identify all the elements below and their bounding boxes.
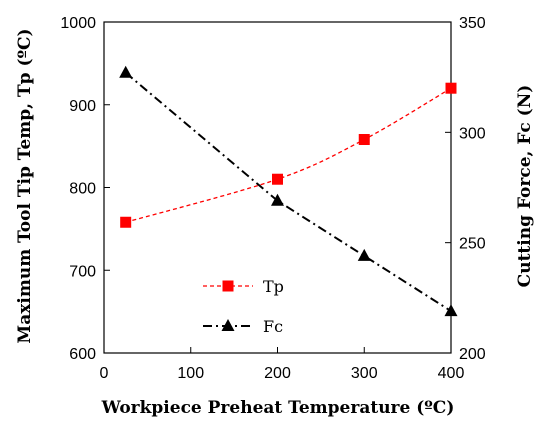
data-point-fc (357, 248, 371, 261)
data-point-tp (358, 134, 370, 146)
y-tick-label: 1000 (60, 15, 96, 32)
data-point-fc (271, 193, 284, 206)
axis-titles: Workpiece Preheat Temperature (ºC) Maxim… (15, 28, 535, 418)
y2-tick-label: 200 (459, 346, 486, 363)
legend-label: Fc (263, 317, 283, 336)
y2-tick-label: 350 (459, 15, 486, 32)
series-fc (119, 65, 458, 317)
series-tp (120, 82, 457, 228)
y-tick-label: 800 (69, 181, 96, 198)
x-tick-label: 400 (438, 365, 465, 382)
y-tick-label: 900 (69, 98, 96, 115)
x-tick-label: 0 (100, 365, 109, 382)
legend-item-tp: Tp (203, 277, 284, 296)
x-axis-title: Workpiece Preheat Temperature (ºC) (101, 398, 455, 418)
y2-tick-label: 250 (459, 236, 486, 253)
legend-marker (222, 280, 234, 292)
legend: Tp Fc (203, 277, 284, 336)
data-point-tp (120, 216, 132, 228)
data-point-fc (444, 304, 458, 317)
legend-item-fc: Fc (203, 317, 283, 336)
legend-label: Tp (263, 277, 284, 296)
y2-axis-title: Cutting Force, Fc (N) (515, 85, 535, 288)
y-axis-title: Maximum Tool Tip Temp, Tp (ºC) (15, 28, 35, 343)
legend-marker (221, 319, 235, 331)
y-tick-label: 700 (69, 263, 96, 280)
x-tick-label: 300 (351, 365, 378, 382)
y-tick-label: 600 (69, 346, 96, 363)
axes: 0 100 200 300 400 600 700 800 900 1000 200 250 300 35… (60, 15, 485, 382)
data-point-fc (119, 65, 133, 78)
series-layer (119, 65, 458, 317)
x-tick-label: 100 (177, 365, 204, 382)
y2-tick-label: 300 (459, 125, 486, 142)
data-point-tp (272, 173, 283, 185)
x-tick-label: 200 (264, 365, 291, 382)
data-point-tp (445, 82, 457, 94)
series-line-fc (125, 71, 452, 312)
